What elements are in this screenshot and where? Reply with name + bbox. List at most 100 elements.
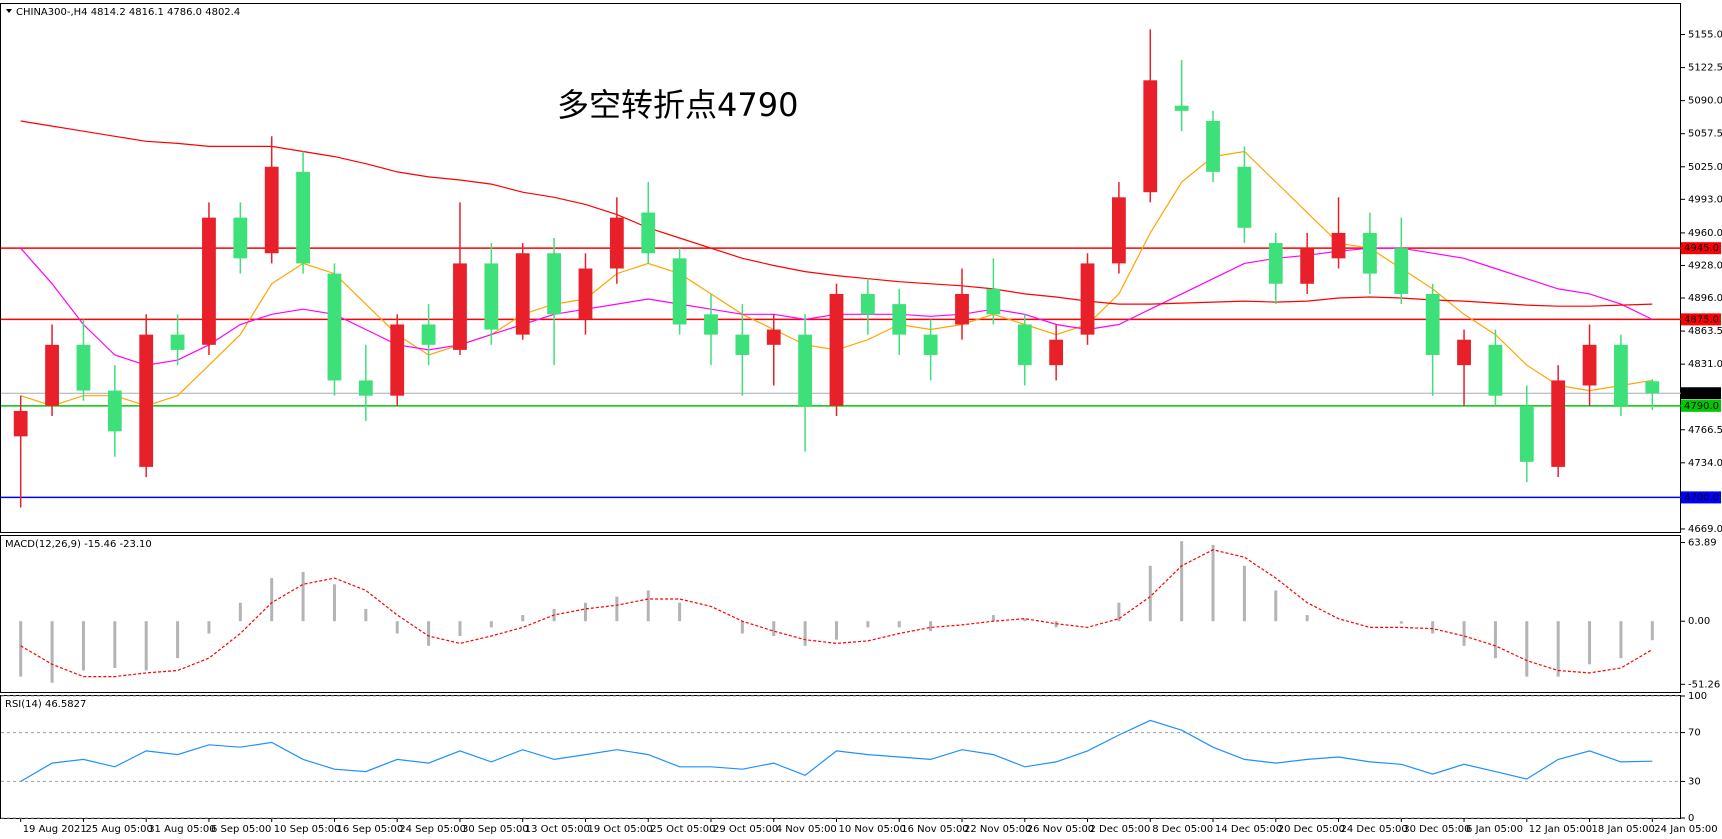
y-tick-label: 63.89 — [1688, 538, 1717, 549]
candle-body — [798, 334, 813, 406]
y-tick-label: 4831.0 — [1688, 359, 1722, 370]
candle-body — [1237, 166, 1252, 228]
macd-bar — [1305, 615, 1309, 622]
x-tick-label: 30 Sep 05:00 — [462, 824, 529, 835]
macd-bar — [1588, 621, 1592, 665]
y-tick-label: 4863.5 — [1688, 326, 1722, 337]
candle-body — [1080, 263, 1095, 335]
level-label: 4802.4 — [1684, 388, 1719, 399]
candle-body — [1582, 344, 1597, 386]
macd-bar — [19, 621, 23, 677]
candle-body — [1519, 405, 1534, 462]
candle-body — [1143, 80, 1158, 193]
macd-bar — [1211, 544, 1215, 622]
y-tick-label: 5090.0 — [1688, 96, 1722, 107]
macd-bar — [50, 621, 54, 683]
macd-bar — [866, 621, 870, 628]
y-tick-label: -51.26 — [1688, 679, 1720, 690]
x-tick-label: 26 Nov 05:00 — [1027, 824, 1094, 835]
candle-body — [170, 334, 185, 350]
x-tick-label: 22 Nov 05:00 — [964, 824, 1031, 835]
level-label: 4875.0 — [1684, 314, 1719, 325]
macd-bar — [1556, 621, 1560, 677]
x-tick-label: 12 Jan 05:00 — [1529, 824, 1592, 835]
y-tick-label: 4993.0 — [1688, 194, 1722, 205]
candle-body — [735, 334, 750, 355]
macd-bar — [176, 621, 180, 659]
level-label: 4790.0 — [1684, 401, 1719, 412]
candle-body — [484, 263, 499, 330]
macd-bar — [1462, 621, 1466, 646]
x-tick-label: 18 Jan 05:00 — [1592, 824, 1655, 835]
macd-bar — [1023, 618, 1027, 622]
x-tick-label: 25 Oct 05:00 — [650, 824, 715, 835]
macd-bar — [772, 621, 776, 636]
candle-body — [955, 293, 969, 325]
candle-body — [107, 390, 122, 432]
candle-body — [76, 344, 91, 391]
macd-bar — [1493, 621, 1497, 659]
y-tick-label: 4669.0 — [1688, 524, 1722, 535]
candle-body — [672, 258, 687, 325]
x-tick-label: 24 Sep 05:00 — [399, 824, 466, 835]
candle-body — [1174, 105, 1189, 111]
candle-body — [264, 166, 279, 254]
candle-body — [986, 288, 1001, 315]
macd-bar — [427, 621, 431, 646]
y-tick-label: 5155.0 — [1688, 30, 1722, 41]
macd-bar — [238, 602, 242, 622]
candle-body — [1268, 243, 1283, 284]
x-tick-label: 10 Sep 05:00 — [274, 824, 341, 835]
macd-bar — [678, 602, 682, 622]
candle-body — [1614, 344, 1628, 406]
candle-body — [1111, 197, 1126, 264]
x-tick-label: 2 Dec 05:00 — [1090, 824, 1151, 835]
y-tick-label: 4734.0 — [1688, 458, 1722, 469]
macd-bar — [583, 602, 587, 622]
panel-title: CHINA300-,H4 4814.2 4816.1 4786.0 4802.4 — [16, 7, 240, 18]
y-tick-label: 30 — [1688, 776, 1701, 787]
candle-body — [453, 263, 467, 350]
menu-triangle[interactable] — [6, 9, 12, 13]
y-tick-label: 4766.5 — [1688, 425, 1722, 436]
macd-bar — [740, 621, 744, 634]
candle-body — [704, 314, 718, 335]
level-label: 4945.0 — [1684, 243, 1719, 254]
candle-body — [1049, 339, 1064, 366]
level-label-box — [1681, 242, 1721, 255]
candle-body — [641, 212, 656, 254]
level-label-box — [1681, 387, 1721, 400]
candle-body — [296, 171, 310, 264]
candle-body — [578, 268, 593, 320]
candle-body — [327, 273, 342, 381]
candle-body — [860, 293, 875, 315]
macd-bar — [1180, 541, 1184, 622]
macd-bar — [1650, 621, 1654, 641]
y-tick-label: 0 — [1688, 813, 1694, 824]
annotation: 多空转折点4790 — [557, 86, 798, 124]
x-tick-label: 19 Aug 2021 — [23, 824, 87, 835]
indicator-line — [20, 120, 1653, 307]
candle-body — [1394, 248, 1409, 294]
x-tick-label: 31 Aug 05:00 — [148, 824, 215, 835]
x-tick-label: 29 Oct 05:00 — [713, 824, 778, 835]
indicator-line — [20, 549, 1653, 678]
candle-body — [45, 344, 59, 406]
macd-bar — [991, 615, 995, 622]
macd-bar — [144, 621, 148, 671]
level-label: 4700.0 — [1684, 492, 1719, 503]
macd-bar — [1148, 565, 1152, 622]
x-tick-label: 6 Jan 05:00 — [1466, 824, 1523, 835]
candle-body — [829, 293, 844, 406]
x-tick-label: 19 Oct 05:00 — [587, 824, 652, 835]
macd-bar — [332, 584, 336, 622]
macd-bar — [929, 621, 933, 632]
x-tick-label: 16 Sep 05:00 — [336, 824, 403, 835]
candle-body — [892, 304, 907, 335]
macd-bar — [521, 615, 525, 622]
y-tick-label: 70 — [1688, 728, 1701, 739]
candle-body — [421, 324, 436, 345]
candle-body — [515, 253, 530, 335]
x-tick-label: 6 Sep 05:00 — [211, 824, 271, 835]
